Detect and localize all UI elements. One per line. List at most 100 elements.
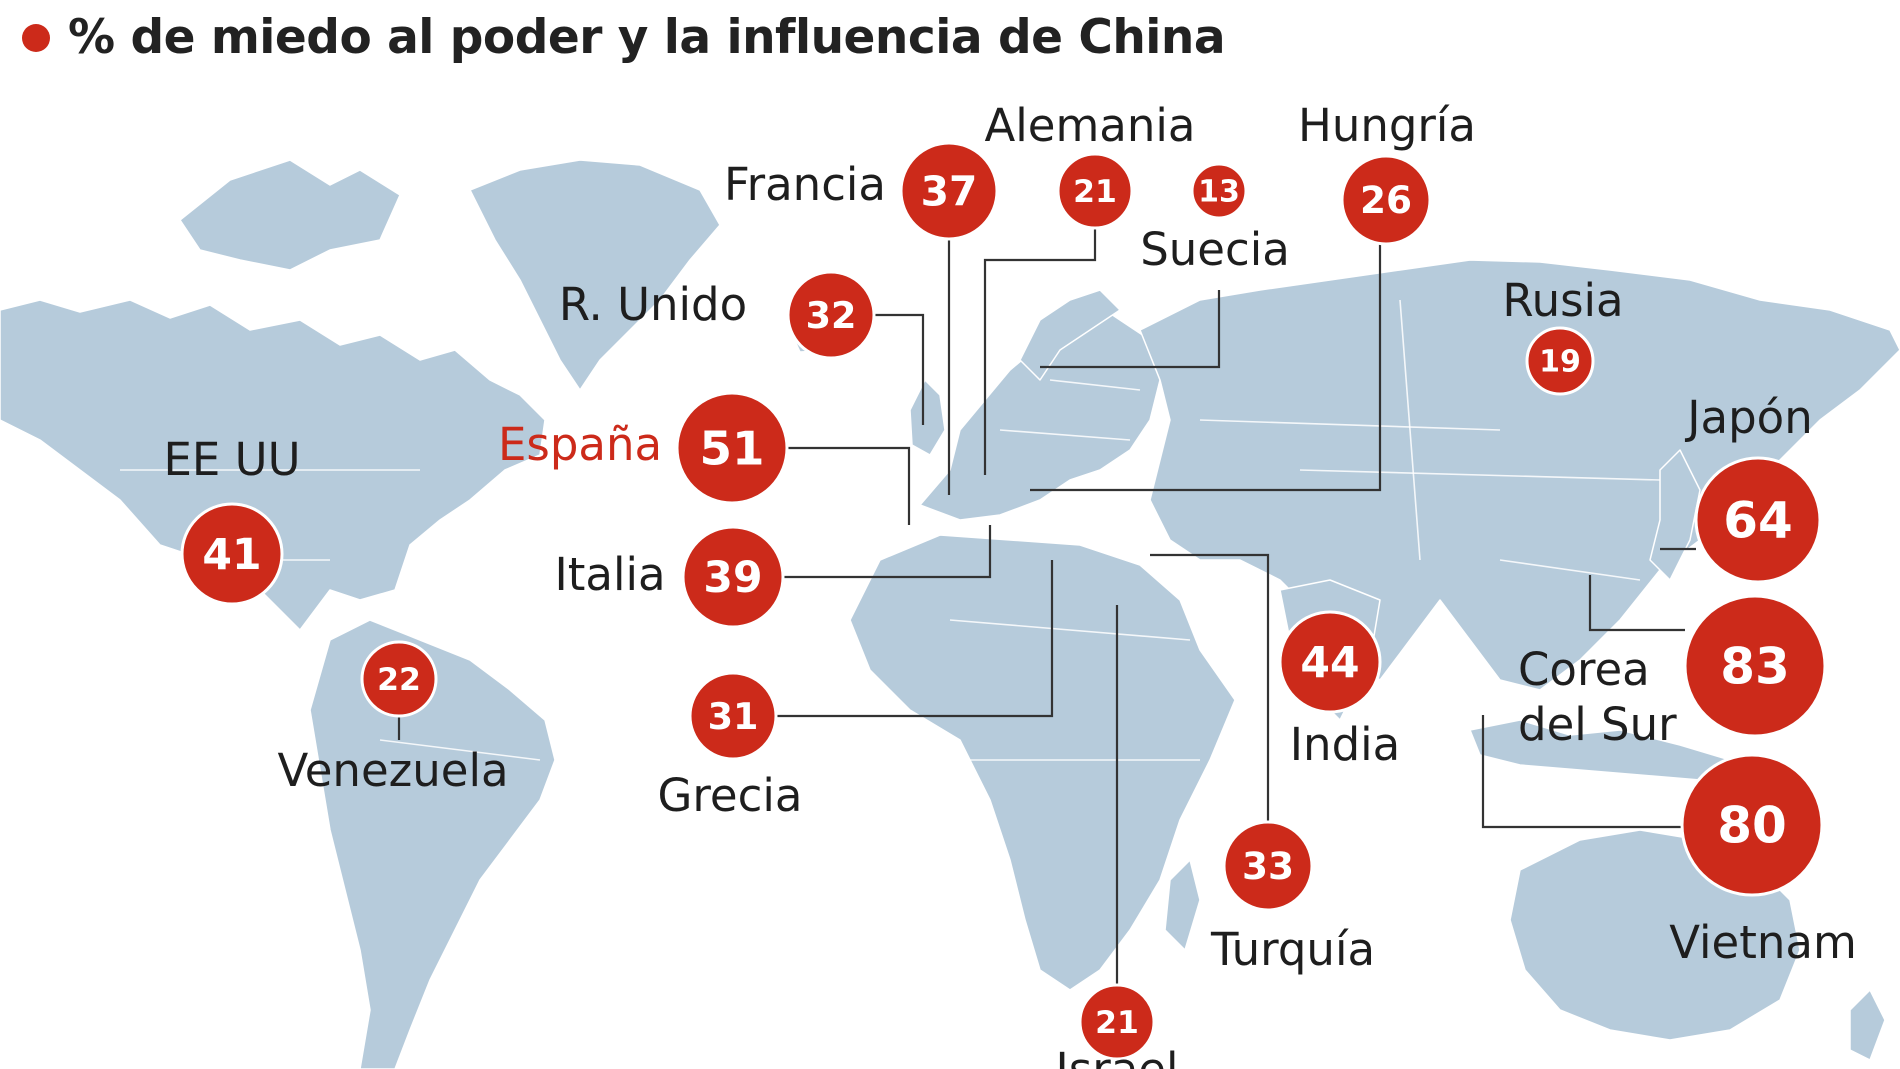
bubble-india: 44	[1278, 610, 1382, 714]
bubble-value-grecia: 31	[708, 695, 759, 738]
leader-lines	[397, 228, 1696, 985]
country-label-corea: Corea del Sur	[1518, 643, 1677, 751]
country-label-india: India	[1290, 718, 1400, 771]
country-label-suecia: Suecia	[1140, 223, 1290, 276]
country-label-turquia: Turquía	[1210, 923, 1375, 976]
country-label-venezuela: Venezuela	[277, 744, 508, 797]
bubble-corea: 83	[1683, 594, 1827, 738]
bubble-rusia: 19	[1525, 326, 1595, 396]
bubble-value-corea: 83	[1720, 638, 1790, 696]
scandinavia-shape	[1019, 289, 1121, 381]
bubble-value-espana: 51	[699, 422, 764, 476]
japan-shape	[1649, 449, 1701, 581]
leader-line-grecia	[776, 560, 1054, 718]
country-label-vietnam: Vietnam	[1669, 916, 1857, 969]
bubble-hungria: 26	[1340, 154, 1432, 246]
south-america-shape	[309, 619, 556, 1069]
bubble-circle	[1680, 753, 1824, 897]
country-label-alemania: Alemania	[985, 99, 1196, 152]
bubble-italia: 39	[681, 525, 785, 629]
border-line	[1299, 469, 1661, 481]
bubble-circle	[1222, 820, 1314, 912]
border-line	[379, 739, 541, 761]
value-bubbles: 41 22 32 37 21 13 26 51 39 31 21 33 44 19 64 83 80	[180, 141, 1827, 1061]
border-line	[1199, 419, 1501, 431]
bubble-value-venezuela: 22	[377, 662, 421, 698]
bubble-circle	[675, 391, 789, 505]
border-line	[1499, 559, 1641, 581]
bubble-circle	[1694, 456, 1822, 584]
bubble-japon: 64	[1694, 456, 1822, 584]
bubble-value-india: 44	[1300, 639, 1359, 688]
bubble-value-vietnam: 80	[1717, 797, 1787, 855]
bubble-circle	[1190, 162, 1248, 220]
country-labels: EE UU Venezuela R. Unido Francia Alemania Sue…	[163, 99, 1856, 1069]
country-borders	[120, 299, 1661, 761]
country-label-francia: Francia	[724, 158, 886, 211]
bubble-espana: 51	[675, 391, 789, 505]
bubble-value-suecia: 13	[1198, 175, 1240, 210]
leader-line-espana	[787, 446, 911, 525]
new-zealand-shape	[1849, 989, 1886, 1061]
africa-shape	[849, 534, 1236, 991]
bubble-circle	[681, 525, 785, 629]
bubble-venezuela: 22	[360, 640, 438, 718]
bubble-circle	[1525, 326, 1595, 396]
greenland-shape	[469, 159, 721, 391]
leader-line-vietnam	[1481, 715, 1682, 829]
country-label-runido: R. Unido	[559, 278, 747, 331]
bubble-value-eeuu: 41	[202, 531, 261, 580]
border-line	[1049, 379, 1141, 391]
leader-line-alemania	[983, 228, 1097, 475]
north-america-shape	[0, 299, 546, 631]
title-text: % de miedo al poder y la influencia de C…	[68, 10, 1226, 65]
map-title: % de miedo al poder y la influencia de C…	[22, 10, 1226, 65]
bubble-circle	[360, 640, 438, 718]
bubble-circle	[180, 502, 284, 606]
leader-line-suecia	[1040, 290, 1221, 369]
bubble-circle	[1056, 152, 1134, 230]
country-label-rusia: Rusia	[1502, 274, 1623, 327]
border-line	[999, 429, 1131, 441]
madagascar-shape	[1164, 859, 1201, 951]
country-label-japon: Japón	[1684, 391, 1812, 444]
legend-dot-icon	[22, 23, 50, 52]
bubble-circle	[688, 671, 778, 761]
bubble-value-alemania: 21	[1073, 174, 1117, 210]
bubble-value-hungria: 26	[1360, 178, 1412, 222]
bubble-circle	[1278, 610, 1382, 714]
bubble-value-italia: 39	[703, 554, 762, 603]
bubble-grecia: 31	[688, 671, 778, 761]
bubble-value-rusia: 19	[1539, 345, 1581, 380]
leader-line-turquia	[1150, 553, 1270, 822]
country-label-espana: España	[498, 418, 662, 471]
country-label-eeuu: EE UU	[163, 433, 300, 486]
bubble-circle	[786, 270, 876, 360]
bubble-francia: 37	[899, 141, 999, 241]
bubble-circle	[1340, 154, 1432, 246]
bubble-runido: 32	[786, 270, 876, 360]
bubble-eeuu: 41	[180, 502, 284, 606]
leader-line-runido	[874, 313, 925, 425]
bubble-value-israel: 21	[1095, 1005, 1139, 1041]
country-label-israel: Israel	[1056, 1043, 1179, 1069]
bubble-israel: 21	[1078, 983, 1156, 1061]
leader-line-hungria	[1030, 244, 1382, 492]
bubble-circle	[899, 141, 999, 241]
bubble-value-francia: 37	[921, 167, 978, 215]
uk-shape	[909, 379, 946, 456]
country-label-italia: Italia	[554, 548, 665, 601]
bubble-alemania: 21	[1056, 152, 1134, 230]
bubble-value-japon: 64	[1723, 492, 1793, 550]
bubble-value-turquia: 33	[1242, 844, 1294, 888]
bubble-circle	[1078, 983, 1156, 1061]
border-line	[949, 619, 1191, 641]
bubble-suecia: 13	[1190, 162, 1248, 220]
leader-line-italia	[783, 525, 992, 579]
bubble-turquia: 33	[1222, 820, 1314, 912]
border-line	[1399, 299, 1421, 561]
canada-islands-shape	[179, 159, 401, 271]
bubble-value-runido: 32	[806, 294, 857, 337]
world-land-masses	[0, 159, 1900, 1069]
